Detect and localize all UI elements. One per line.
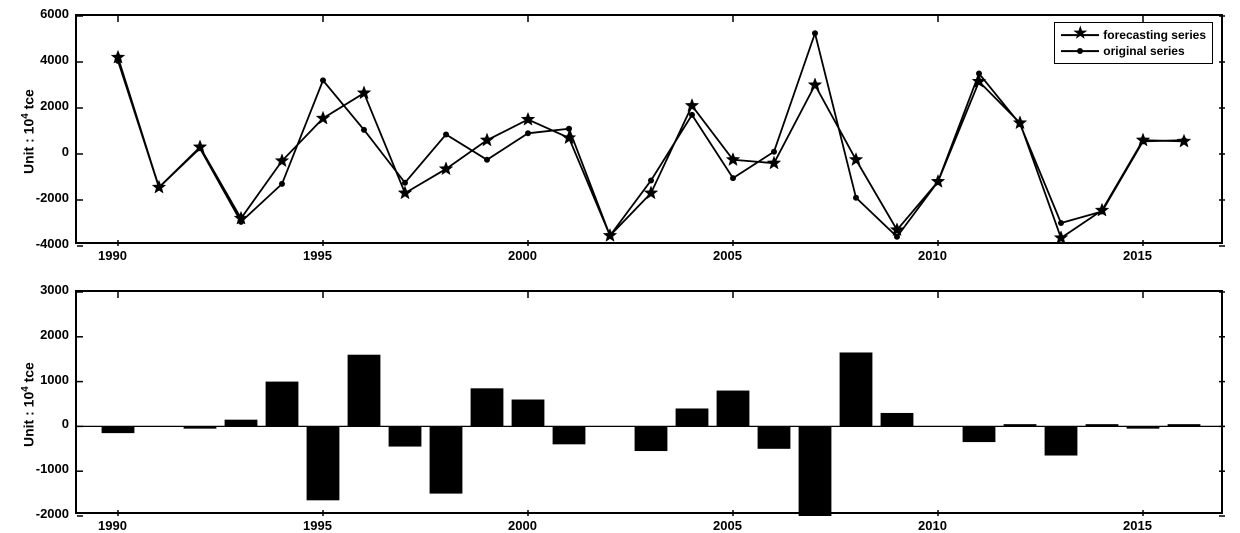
dot-marker	[443, 131, 449, 137]
dot-marker	[853, 195, 859, 201]
bar	[1086, 424, 1119, 426]
ytick-label: 1000	[40, 372, 69, 387]
dot-marker	[279, 181, 285, 187]
dot-marker	[238, 219, 244, 225]
bar	[102, 426, 135, 433]
bar-chart-svg	[77, 292, 1225, 516]
bar	[840, 352, 873, 426]
ytick-label: 2000	[40, 327, 69, 342]
line-chart-panel: ★ forecasting series original series	[75, 14, 1223, 244]
bar	[348, 355, 381, 427]
dot-marker	[361, 127, 367, 133]
dot-marker	[115, 58, 121, 64]
bar	[184, 426, 217, 428]
xtick-label: 2015	[1123, 248, 1152, 263]
bar	[1004, 424, 1037, 426]
dot-marker	[1099, 209, 1105, 215]
ytick-label: 4000	[40, 52, 69, 67]
dot-marker	[607, 233, 613, 239]
y-axis-label-bottom: Unit : 104 tce	[20, 362, 37, 447]
bar	[717, 391, 750, 427]
bar	[471, 388, 504, 426]
ytick-label: 6000	[40, 6, 69, 21]
star-marker	[849, 153, 862, 166]
bar	[1168, 424, 1201, 426]
bar	[1127, 426, 1160, 428]
bar	[676, 408, 709, 426]
dot-marker	[1140, 138, 1146, 144]
star-marker	[808, 78, 821, 91]
dot-marker	[525, 130, 531, 136]
dot-marker	[566, 126, 572, 132]
dot-icon	[1077, 48, 1083, 54]
ytick-label: -2000	[36, 190, 69, 205]
bar	[307, 426, 340, 500]
bar	[635, 426, 668, 451]
ytick-label: -4000	[36, 236, 69, 251]
bar	[799, 426, 832, 516]
bar	[1045, 426, 1078, 455]
ytick-label: 2000	[40, 98, 69, 113]
star-marker	[398, 186, 411, 199]
legend-entry: ★ forecasting series	[1061, 27, 1206, 43]
legend-label: forecasting series	[1103, 28, 1206, 42]
bar	[389, 426, 422, 446]
dot-marker	[402, 180, 408, 186]
line-chart-svg	[77, 16, 1225, 246]
legend-label: original series	[1103, 44, 1184, 58]
bar	[266, 382, 299, 427]
xtick-label: 2000	[508, 248, 537, 263]
dot-marker	[484, 157, 490, 163]
star-marker	[767, 156, 780, 169]
bar-chart-panel	[75, 290, 1223, 514]
legend: ★ forecasting series original series	[1054, 22, 1213, 64]
dot-marker	[689, 112, 695, 118]
star-marker	[1054, 231, 1067, 244]
bar	[430, 426, 463, 493]
dot-marker	[1017, 121, 1023, 127]
xtick-label: 2005	[713, 248, 742, 263]
star-icon: ★	[1073, 26, 1087, 42]
bar	[963, 426, 996, 442]
bar	[553, 426, 586, 444]
dot-marker	[771, 149, 777, 155]
dot-marker	[935, 179, 941, 185]
dot-marker	[197, 145, 203, 151]
xtick-label: 2010	[918, 248, 947, 263]
dot-marker	[730, 175, 736, 181]
dot-marker	[812, 30, 818, 36]
y-axis-label-top: Unit : 104 tce	[20, 89, 37, 174]
dot-marker	[156, 184, 162, 190]
bar	[758, 426, 791, 448]
dot-marker	[894, 234, 900, 240]
dot-marker	[1058, 220, 1064, 226]
ytick-label: -1000	[36, 461, 69, 476]
ytick-label: 3000	[40, 282, 69, 297]
ytick-label: 0	[62, 144, 69, 159]
legend-entry: original series	[1061, 43, 1206, 59]
figure: ★ forecasting series original series Unit …	[0, 0, 1240, 531]
bar	[225, 420, 258, 427]
xtick-label: 1995	[303, 248, 332, 263]
dot-marker	[648, 177, 654, 183]
dot-marker	[976, 71, 982, 77]
bar	[512, 400, 545, 427]
dot-marker	[1181, 137, 1187, 143]
ytick-label: -2000	[36, 506, 69, 521]
ytick-label: 0	[62, 416, 69, 431]
dot-marker	[320, 77, 326, 83]
star-marker	[521, 113, 534, 126]
xtick-label: 1990	[98, 248, 127, 263]
bar	[881, 413, 914, 426]
star-marker	[685, 99, 698, 112]
